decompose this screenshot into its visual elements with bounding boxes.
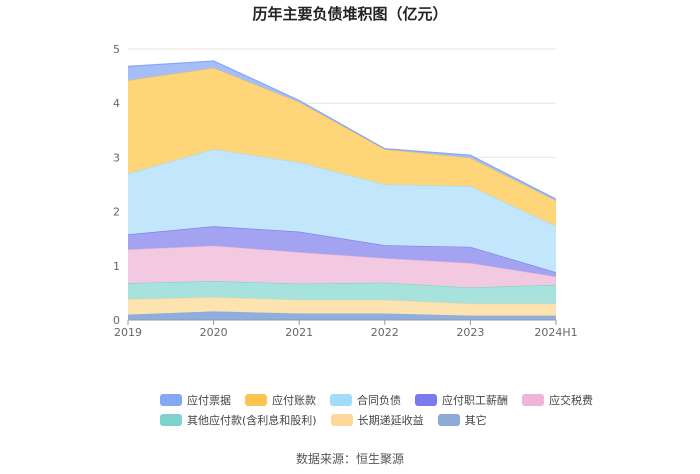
legend-item[interactable]: 其他应付款(含利息和股利) (160, 412, 317, 428)
legend-swatch (330, 414, 353, 426)
legend-label: 长期递延收益 (357, 414, 424, 427)
area-series-5 (128, 149, 556, 273)
legend-item[interactable]: 其它 (437, 412, 487, 428)
legend-item[interactable]: 应付账款 (245, 392, 316, 408)
legend-item[interactable]: 应交税费 (522, 392, 593, 408)
legend-row: 应付票据 应付账款 合同负债 应付职工薪酬 应交税费 (160, 390, 593, 410)
legend-label: 合同负债 (357, 394, 401, 407)
legend-item[interactable]: 应付职工薪酬 (415, 392, 508, 408)
y-tick-label: 4 (113, 97, 120, 110)
legend-label: 应付账款 (272, 394, 316, 407)
y-tick-label: 0 (113, 314, 120, 327)
legend-item[interactable]: 应付票据 (160, 392, 231, 408)
legend-label: 应交税费 (549, 394, 593, 407)
legend-label: 应付职工薪酬 (442, 394, 508, 407)
data-source-note: 数据来源：恒生聚源 (295, 452, 404, 466)
x-tick-label: 2023 (456, 326, 484, 339)
y-tick-label: 2 (113, 206, 120, 219)
y-tick-label: 1 (113, 260, 120, 273)
area-series-4 (128, 226, 556, 277)
legend-row: 其他应付款(含利息和股利) 长期递延收益 其它 (160, 410, 580, 430)
area-series-0 (128, 311, 556, 320)
y-tick-label: 3 (113, 151, 120, 164)
legend-swatch (522, 394, 544, 406)
area-series-6 (128, 67, 556, 227)
legend-swatch (415, 394, 437, 406)
legend-swatch (437, 414, 460, 426)
x-tick-label: 2021 (285, 326, 313, 339)
legend-item[interactable]: 合同负债 (330, 392, 401, 408)
legend-label: 应付票据 (187, 394, 231, 407)
x-tick-label: 2022 (371, 326, 399, 339)
legend-swatch (330, 394, 352, 406)
y-tick-label: 5 (113, 43, 120, 56)
x-tick-label: 2024H1 (534, 326, 577, 339)
area-series-1 (128, 297, 556, 316)
x-tick-label: 2019 (114, 326, 142, 339)
legend-label: 其它 (464, 414, 487, 427)
legend-swatch (245, 394, 267, 406)
stacked-area-chart: 0 1 2 3 4 5 2019 2020 2021 2022 2023 2024H1 (113, 43, 578, 339)
area-series-3 (128, 245, 556, 288)
legend-swatch (160, 414, 182, 426)
chart-legend: 应付票据 应付账款 合同负债 应付职工薪酬 应交税费其他应付款(含利息和股利) 长期递延收… (160, 390, 593, 430)
area-edge-series-7 (127, 60, 557, 200)
legend-swatch (160, 394, 182, 406)
legend-item[interactable]: 长期递延收益 (330, 412, 424, 428)
x-tick-label: 2020 (200, 326, 228, 339)
chart-title: 历年主要负债堆积图（亿元） (252, 5, 448, 23)
legend-label: 其他应付款(含利息和股利) (187, 414, 317, 427)
